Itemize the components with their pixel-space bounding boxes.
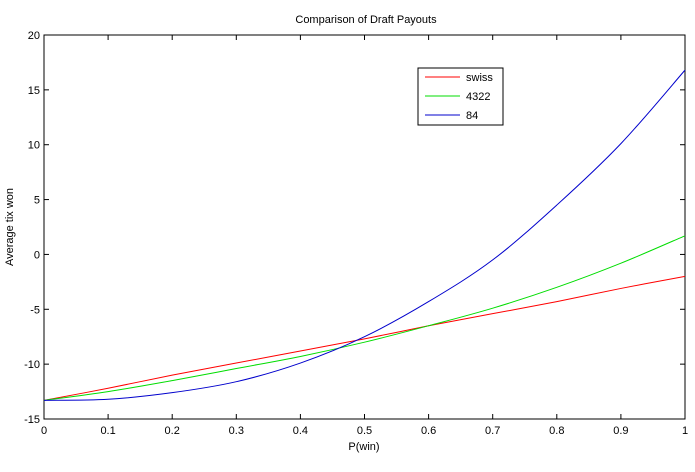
y-tick-label: 15 (28, 85, 40, 97)
y-tick-label: -10 (24, 359, 40, 371)
y-tick-label: -5 (30, 304, 40, 316)
series-line-84 (43, 69, 686, 401)
legend-label-swiss: swiss (466, 72, 493, 84)
legend-label-4322: 4322 (466, 91, 490, 103)
x-axis: 0 0.1 0.2 0.3 0.4 0.5 0.6 0.7 0.8 0.9 1 (41, 35, 688, 437)
plot-frame (43, 34, 686, 420)
x-tick-label: 0.1 (100, 425, 115, 437)
series-line-4322 (43, 235, 686, 401)
y-tick-label: 0 (34, 249, 40, 261)
x-tick-label: 0.9 (613, 425, 628, 437)
series-lines (43, 69, 686, 401)
x-tick-label: 0 (41, 425, 47, 437)
y-tick-label: 20 (28, 30, 40, 42)
y-tick-label: 5 (34, 195, 40, 207)
x-tick-label: 0.2 (165, 425, 180, 437)
y-tick-label: 10 (28, 140, 40, 152)
x-tick-label: 0.3 (229, 425, 244, 437)
x-tick-label: 0.4 (293, 425, 308, 437)
chart-title: Comparison of Draft Payouts (295, 14, 437, 26)
legend: swiss 4322 84 (417, 67, 504, 126)
x-tick-label: 0.5 (357, 425, 372, 437)
x-tick-label: 0.8 (549, 425, 564, 437)
y-axis-label: Average tix won (4, 188, 16, 266)
x-axis-label: P(win) (348, 441, 379, 453)
series-line-swiss (43, 275, 686, 401)
x-tick-label: 0.7 (485, 425, 500, 437)
legend-label-84: 84 (466, 110, 478, 122)
y-axis: -15 -10 -5 0 5 10 15 20 (24, 30, 685, 426)
x-tick-label: 1 (682, 425, 688, 437)
x-tick-label: 0.6 (421, 425, 436, 437)
y-tick-label: -15 (24, 414, 40, 426)
